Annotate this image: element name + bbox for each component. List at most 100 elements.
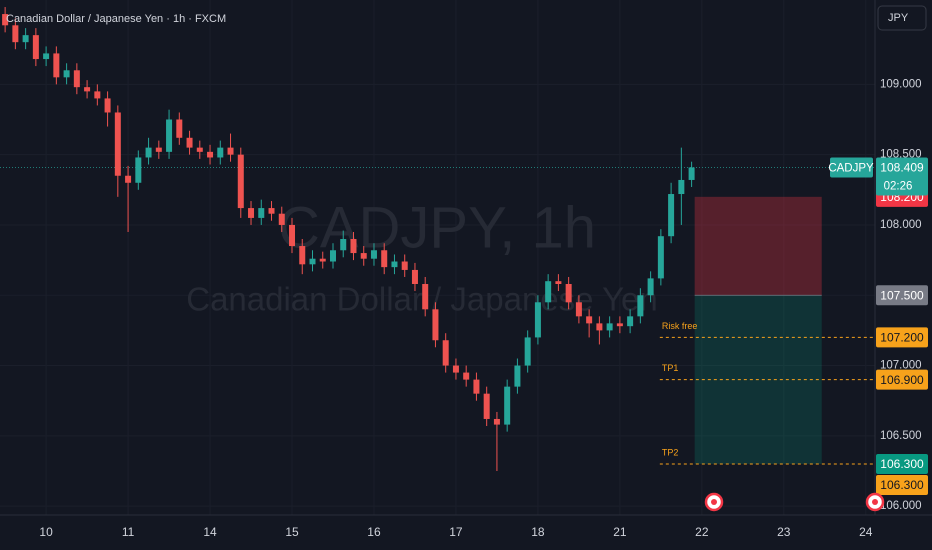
candle-body	[176, 119, 183, 138]
candle-body	[248, 208, 255, 218]
candle-body	[73, 70, 80, 88]
symbol-tag-label: CADJPY	[828, 162, 874, 174]
candle-body	[237, 154, 244, 209]
candle-body	[504, 386, 511, 425]
candle-body	[586, 316, 593, 324]
currency-button-label[interactable]: JPY	[888, 12, 909, 24]
target-badge	[876, 453, 928, 474]
candle-body	[289, 224, 296, 247]
candle-body	[391, 261, 398, 268]
candle-body	[411, 269, 418, 285]
candle-body	[545, 281, 552, 303]
symbol-title: Canadian Dollar / Japanese Yen · 1h · FX…	[6, 13, 226, 25]
candle-body	[114, 112, 121, 176]
x-tick-label: 11	[122, 525, 135, 539]
candle-body	[22, 35, 29, 43]
candle-body	[268, 208, 275, 214]
level-badge	[876, 327, 928, 348]
candle-body	[329, 250, 336, 262]
level-badge-label: 107.200	[880, 331, 924, 345]
candle-body	[104, 98, 111, 113]
candle-body	[524, 337, 531, 366]
x-tick-label: 10	[39, 525, 53, 539]
level-badge	[876, 369, 928, 390]
candle-body	[678, 179, 685, 195]
x-tick-label: 14	[203, 525, 217, 539]
target-badge-label: 106.300	[880, 457, 924, 471]
candle-body	[483, 393, 490, 419]
y-tick-label: 107.000	[880, 360, 922, 372]
candle-body	[309, 258, 316, 265]
watermark-subtitle: Canadian Dollar / Japanese Yen	[186, 281, 658, 318]
x-tick-label: 22	[695, 525, 709, 539]
entry-badge	[876, 285, 928, 306]
candle-body	[514, 365, 521, 387]
candle-body	[463, 372, 470, 380]
candle-body	[217, 147, 224, 158]
candle-body	[555, 281, 562, 285]
candle-body	[575, 302, 582, 317]
candle-body	[360, 253, 367, 259]
candle-body	[627, 316, 634, 327]
candle-body	[2, 14, 9, 26]
candle-body	[12, 25, 19, 43]
candle-body	[135, 157, 142, 183]
candle-body	[370, 250, 377, 259]
stop-zone	[694, 196, 822, 296]
candle-body	[565, 284, 572, 303]
level-name: TP1	[662, 363, 679, 373]
candle-body	[350, 239, 357, 254]
candle-body	[637, 295, 644, 317]
candle-body	[53, 53, 60, 78]
candle-body	[166, 119, 173, 152]
candle-body	[668, 194, 675, 237]
y-tick-label: 106.500	[880, 430, 922, 442]
candle-body	[381, 250, 388, 268]
candle-body	[32, 35, 39, 60]
countdown: 02:26	[884, 180, 913, 192]
candle-body	[207, 151, 214, 158]
candle-body	[258, 208, 265, 218]
candle-body	[647, 278, 654, 296]
level-name: Risk free	[662, 321, 698, 331]
candle-body	[442, 340, 449, 366]
candle-body	[278, 213, 285, 225]
candle-body	[657, 236, 664, 279]
event-icon-dot	[872, 499, 878, 505]
symbol-tag	[830, 157, 873, 178]
candle-body	[432, 309, 439, 341]
last-price-label: 108.409	[880, 161, 924, 175]
candle-body	[616, 323, 623, 327]
candle-body	[493, 418, 500, 425]
level-name: TP2	[662, 447, 679, 457]
x-tick-label: 24	[859, 525, 873, 539]
y-tick-label: 109.000	[880, 78, 922, 90]
candle-body	[196, 147, 203, 152]
candle-body	[94, 91, 101, 99]
entry-badge-label: 107.500	[880, 288, 924, 302]
candle-body	[84, 87, 91, 92]
watermark: CADJPY, 1h	[278, 195, 596, 260]
candle-body	[63, 70, 70, 78]
candle-body	[319, 258, 326, 262]
y-tick-label: 106.000	[880, 500, 922, 512]
level-badge-label: 106.900	[880, 373, 924, 387]
candle-body	[43, 53, 50, 60]
candle-body	[534, 302, 541, 338]
x-tick-label: 16	[367, 525, 381, 539]
event-icon-dot	[711, 499, 717, 505]
x-tick-label: 17	[449, 525, 463, 539]
candle-body	[145, 147, 152, 158]
y-tick-label: 108.000	[880, 219, 922, 231]
x-tick-label: 23	[777, 525, 791, 539]
candle-body	[299, 246, 306, 265]
candle-body	[452, 365, 459, 373]
candle-body	[422, 284, 429, 310]
candle-body	[227, 147, 234, 155]
candle-body	[596, 323, 603, 331]
currency-button[interactable]	[877, 5, 927, 31]
candle-body	[186, 137, 193, 148]
candle-body	[473, 379, 480, 394]
candle-body	[125, 175, 132, 183]
